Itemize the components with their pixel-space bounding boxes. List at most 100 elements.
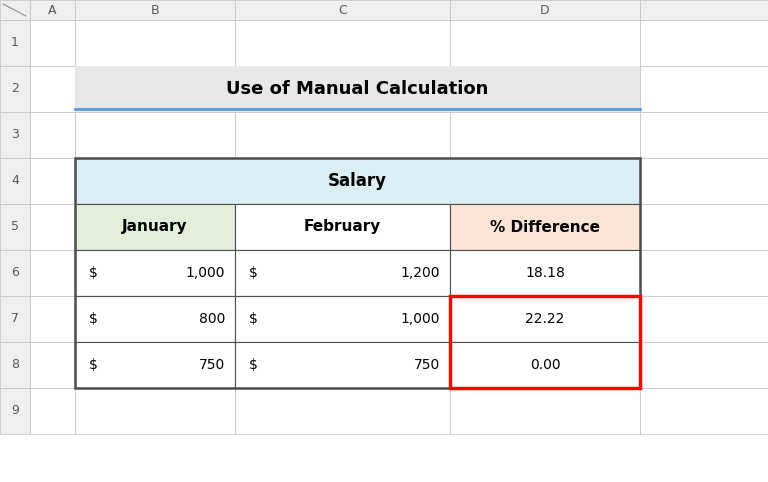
Bar — [235, 296, 450, 342]
Bar — [235, 20, 450, 66]
Bar — [450, 0, 640, 20]
Bar — [75, 342, 235, 388]
Bar — [30, 0, 75, 20]
Bar — [0, 158, 30, 204]
Bar — [75, 296, 235, 342]
Bar — [640, 388, 768, 434]
Text: $: $ — [249, 312, 258, 326]
Bar — [450, 250, 640, 296]
Text: 8: 8 — [11, 359, 19, 372]
Bar — [75, 66, 235, 112]
Bar — [75, 204, 235, 250]
Bar — [235, 112, 450, 158]
Bar — [235, 250, 450, 296]
Bar — [75, 342, 235, 388]
Bar — [640, 66, 768, 112]
Bar — [450, 20, 640, 66]
Bar — [0, 204, 30, 250]
Bar — [0, 250, 30, 296]
Text: 750: 750 — [414, 358, 440, 372]
Bar — [640, 204, 768, 250]
Text: February: February — [304, 219, 381, 235]
Text: Use of Manual Calculation: Use of Manual Calculation — [227, 80, 488, 98]
Bar — [75, 250, 235, 296]
Bar — [0, 296, 30, 342]
Bar — [75, 158, 640, 204]
Text: 1,200: 1,200 — [400, 266, 440, 280]
Bar — [0, 20, 30, 66]
Bar — [0, 0, 30, 20]
Bar — [30, 20, 75, 66]
Bar — [450, 342, 640, 388]
Bar — [75, 250, 235, 296]
Bar — [30, 158, 75, 204]
Bar — [75, 20, 235, 66]
Bar — [30, 112, 75, 158]
Text: B: B — [151, 3, 159, 16]
Bar — [75, 204, 235, 250]
Bar — [640, 250, 768, 296]
Bar — [640, 112, 768, 158]
Bar — [30, 204, 75, 250]
Bar — [450, 250, 640, 296]
Bar — [450, 204, 640, 250]
Bar — [450, 158, 640, 204]
Text: $: $ — [89, 358, 98, 372]
Bar — [450, 204, 640, 250]
Bar — [75, 112, 235, 158]
Bar — [640, 0, 768, 20]
Text: 0.00: 0.00 — [530, 358, 561, 372]
Bar — [235, 204, 450, 250]
Bar — [640, 158, 768, 204]
Bar — [235, 388, 450, 434]
Bar — [75, 158, 235, 204]
Text: January: January — [122, 219, 188, 235]
Text: A: A — [48, 3, 57, 16]
Text: 9: 9 — [11, 404, 19, 417]
Text: $: $ — [89, 266, 98, 280]
Text: 4: 4 — [11, 174, 19, 187]
Bar — [450, 112, 640, 158]
Bar — [235, 158, 450, 204]
Bar — [30, 66, 75, 112]
Bar — [235, 342, 450, 388]
Text: % Difference: % Difference — [490, 219, 600, 235]
Bar — [30, 388, 75, 434]
Bar — [75, 296, 235, 342]
Text: $: $ — [89, 312, 98, 326]
Bar — [450, 296, 640, 342]
Text: 800: 800 — [199, 312, 225, 326]
Bar — [640, 342, 768, 388]
Bar — [75, 158, 640, 388]
Bar — [0, 112, 30, 158]
Text: 3: 3 — [11, 129, 19, 142]
Text: $: $ — [249, 358, 258, 372]
Text: 1,000: 1,000 — [186, 266, 225, 280]
Text: 2: 2 — [11, 82, 19, 95]
Text: 5: 5 — [11, 220, 19, 233]
Bar — [0, 342, 30, 388]
Text: D: D — [540, 3, 550, 16]
Text: 1: 1 — [11, 37, 19, 50]
Text: C: C — [338, 3, 347, 16]
Bar — [0, 66, 30, 112]
Bar — [235, 250, 450, 296]
Bar — [450, 296, 640, 388]
Bar — [235, 204, 450, 250]
Bar — [75, 388, 235, 434]
Text: 6: 6 — [11, 267, 19, 280]
Text: 22.22: 22.22 — [525, 312, 564, 326]
Bar — [450, 342, 640, 388]
Bar — [450, 66, 640, 112]
Bar — [30, 250, 75, 296]
Text: Salary: Salary — [328, 172, 387, 190]
Text: 750: 750 — [199, 358, 225, 372]
Text: 1,000: 1,000 — [400, 312, 440, 326]
Bar — [235, 66, 450, 112]
Text: $: $ — [249, 266, 258, 280]
Bar — [30, 342, 75, 388]
Text: 7: 7 — [11, 312, 19, 325]
Bar — [75, 0, 235, 20]
Bar — [235, 342, 450, 388]
Bar — [450, 388, 640, 434]
